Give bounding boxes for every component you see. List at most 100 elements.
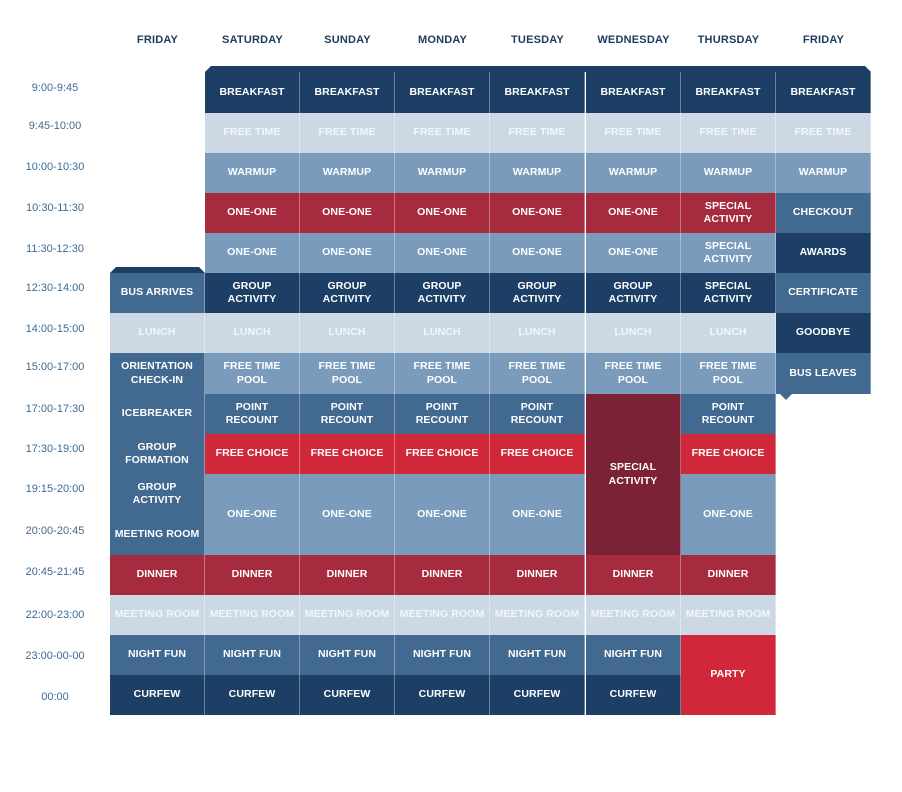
schedule-cell[interactable]: FREE TIME xyxy=(490,113,585,159)
schedule-cell[interactable]: LUNCH xyxy=(490,313,585,359)
schedule-cell[interactable]: FREE TIME xyxy=(300,113,395,159)
schedule-cell[interactable]: WARMUP xyxy=(776,153,871,199)
schedule-cell[interactable]: ONE-ONE xyxy=(300,233,395,279)
schedule-cell[interactable]: FREE TIME POOL xyxy=(205,353,300,400)
schedule-cell[interactable]: POINT RECOUNT xyxy=(681,394,776,440)
schedule-cell[interactable]: BREAKFAST xyxy=(300,72,395,119)
schedule-cell[interactable]: FREE TIME POOL xyxy=(490,353,585,400)
schedule-cell[interactable]: GOODBYE xyxy=(776,313,871,359)
schedule-cell[interactable]: LUNCH xyxy=(681,313,776,359)
schedule-cell[interactable]: ONE-ONE xyxy=(586,193,681,239)
schedule-cell[interactable]: NIGHT FUN xyxy=(110,635,205,681)
schedule-cell[interactable]: FREE CHOICE xyxy=(395,434,490,480)
schedule-cell[interactable]: BREAKFAST xyxy=(395,72,490,119)
schedule-cell[interactable]: MEETING ROOM xyxy=(110,514,205,561)
schedule-cell[interactable]: FREE TIME POOL xyxy=(300,353,395,400)
schedule-cell[interactable]: ONE-ONE xyxy=(300,474,395,561)
schedule-cell[interactable]: FREE TIME xyxy=(395,113,490,159)
schedule-cell[interactable]: DINNER xyxy=(300,555,395,601)
schedule-cell[interactable]: LUNCH xyxy=(110,313,205,359)
schedule-cell[interactable]: CERTIFICATE xyxy=(776,273,871,319)
schedule-cell[interactable]: GROUP ACTIVITY xyxy=(110,474,205,520)
schedule-cell[interactable]: FREE TIME xyxy=(681,113,776,159)
schedule-cell[interactable]: ONE-ONE xyxy=(205,474,300,561)
schedule-cell[interactable]: FREE TIME xyxy=(586,113,681,159)
schedule-cell[interactable]: FREE TIME POOL xyxy=(586,353,681,400)
schedule-cell[interactable]: CURFEW xyxy=(300,675,395,715)
schedule-cell[interactable]: ONE-ONE xyxy=(395,474,490,561)
schedule-cell[interactable]: ONE-ONE xyxy=(681,474,776,561)
schedule-cell[interactable]: NIGHT FUN xyxy=(395,635,490,681)
schedule-cell[interactable]: LUNCH xyxy=(586,313,681,359)
schedule-cell[interactable]: POINT RECOUNT xyxy=(300,394,395,440)
schedule-cell[interactable]: FREE CHOICE xyxy=(490,434,585,480)
schedule-cell[interactable]: MEETING ROOM xyxy=(110,595,205,641)
schedule-cell[interactable]: MEETING ROOM xyxy=(681,595,776,641)
schedule-cell[interactable]: BREAKFAST xyxy=(776,72,871,119)
schedule-cell[interactable]: SPECIAL ACTIVITY xyxy=(681,233,776,279)
schedule-cell[interactable]: FREE TIME xyxy=(205,113,300,159)
schedule-cell[interactable]: LUNCH xyxy=(205,313,300,359)
schedule-cell[interactable]: WARMUP xyxy=(490,153,585,199)
schedule-cell[interactable]: ORIENTATION CHECK-IN xyxy=(110,353,205,400)
schedule-cell[interactable]: ONE-ONE xyxy=(205,193,300,239)
schedule-cell[interactable]: ONE-ONE xyxy=(490,233,585,279)
schedule-cell[interactable]: MEETING ROOM xyxy=(490,595,585,641)
schedule-cell[interactable]: FREE CHOICE xyxy=(300,434,395,480)
schedule-cell[interactable]: NIGHT FUN xyxy=(586,635,681,681)
schedule-cell[interactable]: BREAKFAST xyxy=(681,72,776,119)
schedule-cell[interactable]: FREE TIME xyxy=(776,113,871,159)
schedule-cell[interactable]: ONE-ONE xyxy=(586,233,681,279)
schedule-cell[interactable]: BUS LEAVES xyxy=(776,353,871,400)
schedule-cell[interactable]: DINNER xyxy=(490,555,585,601)
schedule-cell[interactable]: BREAKFAST xyxy=(490,72,585,119)
schedule-cell[interactable]: CURFEW xyxy=(110,675,205,715)
schedule-cell[interactable]: DINNER xyxy=(395,555,490,601)
schedule-cell[interactable]: POINT RECOUNT xyxy=(205,394,300,440)
schedule-cell[interactable]: FREE CHOICE xyxy=(205,434,300,480)
schedule-cell[interactable]: DINNER xyxy=(110,555,205,601)
schedule-cell[interactable]: NIGHT FUN xyxy=(205,635,300,681)
schedule-cell[interactable]: POINT RECOUNT xyxy=(395,394,490,440)
schedule-cell[interactable]: GROUP ACTIVITY xyxy=(300,273,395,319)
schedule-cell[interactable]: NIGHT FUN xyxy=(300,635,395,681)
schedule-cell[interactable]: FREE TIME POOL xyxy=(681,353,776,400)
schedule-cell[interactable]: ICEBREAKER xyxy=(110,394,205,440)
schedule-cell[interactable]: CHECKOUT xyxy=(776,193,871,239)
schedule-cell[interactable]: CURFEW xyxy=(395,675,490,715)
schedule-cell[interactable]: CURFEW xyxy=(490,675,585,715)
schedule-cell[interactable]: BUS ARRIVES xyxy=(110,273,205,319)
schedule-cell[interactable]: GROUP FORMATION xyxy=(110,434,205,480)
schedule-cell[interactable]: SPECIAL ACTIVITY xyxy=(681,193,776,239)
schedule-cell[interactable]: PARTY xyxy=(681,635,776,715)
schedule-cell[interactable]: DINNER xyxy=(681,555,776,601)
schedule-cell[interactable]: LUNCH xyxy=(300,313,395,359)
schedule-cell[interactable]: GROUP ACTIVITY xyxy=(395,273,490,319)
schedule-cell[interactable]: ONE-ONE xyxy=(300,193,395,239)
schedule-cell[interactable]: AWARDS xyxy=(776,233,871,279)
schedule-cell[interactable]: WARMUP xyxy=(586,153,681,199)
schedule-cell[interactable]: MEETING ROOM xyxy=(300,595,395,641)
schedule-cell[interactable]: BREAKFAST xyxy=(205,72,300,119)
schedule-cell[interactable]: BREAKFAST xyxy=(586,72,681,119)
schedule-cell[interactable]: GROUP ACTIVITY xyxy=(205,273,300,319)
schedule-cell[interactable]: WARMUP xyxy=(395,153,490,199)
schedule-cell[interactable]: NIGHT FUN xyxy=(490,635,585,681)
schedule-cell[interactable]: FREE CHOICE xyxy=(681,434,776,480)
schedule-cell[interactable]: DINNER xyxy=(586,555,681,601)
schedule-cell[interactable]: LUNCH xyxy=(395,313,490,359)
schedule-cell[interactable]: WARMUP xyxy=(300,153,395,199)
schedule-cell[interactable]: MEETING ROOM xyxy=(395,595,490,641)
schedule-cell[interactable]: ONE-ONE xyxy=(490,474,585,561)
schedule-cell[interactable]: SPECIAL ACTIVITY xyxy=(681,273,776,319)
schedule-cell[interactable]: MEETING ROOM xyxy=(205,595,300,641)
schedule-cell[interactable]: GROUP ACTIVITY xyxy=(490,273,585,319)
schedule-cell[interactable]: CURFEW xyxy=(205,675,300,715)
schedule-cell[interactable]: SPECIAL ACTIVITY xyxy=(586,394,681,561)
schedule-cell[interactable]: ONE-ONE xyxy=(205,233,300,279)
schedule-cell[interactable]: GROUP ACTIVITY xyxy=(586,273,681,319)
schedule-cell[interactable]: ONE-ONE xyxy=(490,193,585,239)
schedule-cell[interactable]: MEETING ROOM xyxy=(586,595,681,641)
schedule-cell[interactable]: DINNER xyxy=(205,555,300,601)
schedule-cell[interactable]: CURFEW xyxy=(586,675,681,715)
